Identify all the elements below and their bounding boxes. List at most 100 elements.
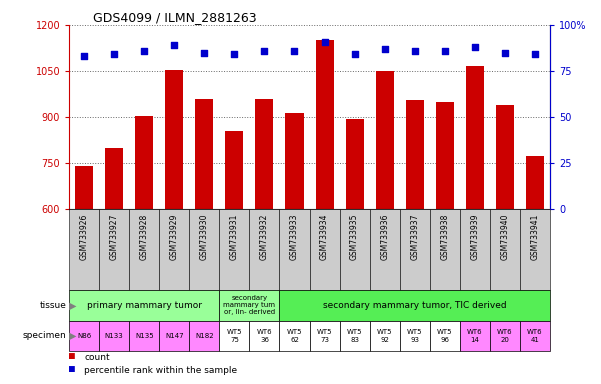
Point [530, 51, 540, 58]
FancyBboxPatch shape [400, 209, 430, 290]
Text: tissue: tissue [39, 301, 66, 310]
Point [470, 44, 480, 50]
Text: GDS4099 / ILMN_2881263: GDS4099 / ILMN_2881263 [93, 11, 257, 24]
Text: primary mammary tumor: primary mammary tumor [87, 301, 202, 310]
Text: N182: N182 [195, 333, 213, 339]
Point [200, 50, 209, 56]
Text: GSM733940: GSM733940 [501, 214, 509, 260]
FancyBboxPatch shape [310, 209, 340, 290]
Point [380, 46, 389, 52]
Text: N133: N133 [105, 333, 124, 339]
Text: ■: ■ [69, 364, 75, 374]
Text: GSM733927: GSM733927 [110, 214, 118, 260]
FancyBboxPatch shape [430, 209, 460, 290]
Text: GSM733930: GSM733930 [200, 214, 209, 260]
Text: ▶: ▶ [69, 300, 76, 310]
FancyBboxPatch shape [99, 209, 129, 290]
Bar [376, 71, 394, 209]
Text: count: count [84, 353, 110, 362]
Text: WT6
36: WT6 36 [257, 329, 272, 343]
Bar [346, 119, 364, 209]
FancyBboxPatch shape [490, 209, 520, 290]
Text: WT5
75: WT5 75 [227, 329, 242, 343]
FancyBboxPatch shape [249, 209, 279, 290]
Point [320, 38, 329, 45]
Text: WT5
73: WT5 73 [317, 329, 332, 343]
FancyBboxPatch shape [99, 321, 129, 351]
Text: GSM733935: GSM733935 [350, 214, 359, 260]
Text: GSM733926: GSM733926 [80, 214, 88, 260]
Text: GSM733938: GSM733938 [441, 214, 449, 260]
FancyBboxPatch shape [69, 209, 99, 290]
Point [139, 48, 149, 54]
Text: WT6
20: WT6 20 [497, 329, 513, 343]
Text: WT5
92: WT5 92 [377, 329, 392, 343]
Text: WT6
41: WT6 41 [527, 329, 543, 343]
Text: percentile rank within the sample: percentile rank within the sample [84, 366, 237, 375]
Text: GSM733932: GSM733932 [260, 214, 269, 260]
FancyBboxPatch shape [279, 209, 310, 290]
FancyBboxPatch shape [219, 290, 279, 321]
Text: N135: N135 [135, 333, 153, 339]
FancyBboxPatch shape [340, 209, 370, 290]
FancyBboxPatch shape [460, 209, 490, 290]
Text: WT5
93: WT5 93 [407, 329, 423, 343]
FancyBboxPatch shape [69, 321, 99, 351]
Point [230, 51, 239, 58]
Bar [526, 156, 544, 209]
FancyBboxPatch shape [249, 321, 279, 351]
Text: GSM733936: GSM733936 [380, 214, 389, 260]
FancyBboxPatch shape [520, 321, 550, 351]
FancyBboxPatch shape [189, 321, 219, 351]
FancyBboxPatch shape [219, 209, 249, 290]
FancyBboxPatch shape [189, 209, 219, 290]
FancyBboxPatch shape [129, 209, 159, 290]
Text: GSM733941: GSM733941 [531, 214, 539, 260]
Bar [165, 70, 183, 209]
Text: WT5
96: WT5 96 [437, 329, 453, 343]
Text: GSM733929: GSM733929 [170, 214, 178, 260]
Text: GSM733934: GSM733934 [320, 214, 329, 260]
Bar [135, 116, 153, 209]
FancyBboxPatch shape [129, 321, 159, 351]
Text: ▶: ▶ [69, 331, 76, 341]
Point [109, 51, 119, 58]
Text: GSM733928: GSM733928 [140, 214, 148, 260]
Bar [285, 113, 304, 209]
FancyBboxPatch shape [159, 209, 189, 290]
Text: N147: N147 [165, 333, 183, 339]
FancyBboxPatch shape [310, 321, 340, 351]
Text: GSM733937: GSM733937 [410, 214, 419, 260]
Bar [105, 148, 123, 209]
FancyBboxPatch shape [520, 209, 550, 290]
Point [440, 48, 450, 54]
FancyBboxPatch shape [69, 290, 219, 321]
Text: WT5
62: WT5 62 [287, 329, 302, 343]
Text: GSM733939: GSM733939 [471, 214, 479, 260]
Bar [316, 40, 334, 209]
Text: secondary
mammary tum
or, lin- derived: secondary mammary tum or, lin- derived [224, 295, 275, 315]
FancyBboxPatch shape [490, 321, 520, 351]
Bar [406, 100, 424, 209]
Point [169, 42, 179, 48]
Bar [436, 102, 454, 209]
FancyBboxPatch shape [340, 321, 370, 351]
Text: ■: ■ [69, 351, 75, 361]
FancyBboxPatch shape [430, 321, 460, 351]
Point [350, 51, 359, 58]
Point [500, 50, 510, 56]
FancyBboxPatch shape [279, 290, 550, 321]
Text: WT5
83: WT5 83 [347, 329, 362, 343]
Text: secondary mammary tumor, TIC derived: secondary mammary tumor, TIC derived [323, 301, 507, 310]
Bar [466, 66, 484, 209]
Text: GSM733933: GSM733933 [290, 214, 299, 260]
Bar [225, 131, 243, 209]
FancyBboxPatch shape [370, 321, 400, 351]
Text: GSM733931: GSM733931 [230, 214, 239, 260]
FancyBboxPatch shape [219, 321, 249, 351]
FancyBboxPatch shape [159, 321, 189, 351]
Bar [255, 99, 273, 209]
FancyBboxPatch shape [370, 209, 400, 290]
FancyBboxPatch shape [400, 321, 430, 351]
FancyBboxPatch shape [279, 321, 310, 351]
